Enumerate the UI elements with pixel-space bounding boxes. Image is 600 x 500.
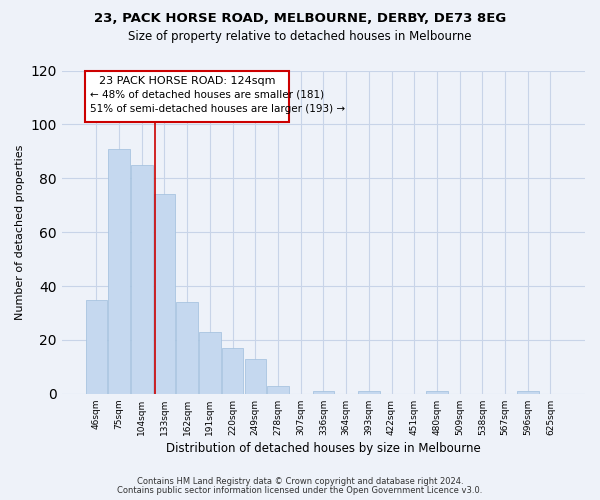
Bar — [176, 302, 198, 394]
X-axis label: Distribution of detached houses by size in Melbourne: Distribution of detached houses by size … — [166, 442, 481, 455]
Bar — [517, 391, 539, 394]
Y-axis label: Number of detached properties: Number of detached properties — [15, 144, 25, 320]
Text: 51% of semi-detached houses are larger (193) →: 51% of semi-detached houses are larger (… — [89, 104, 344, 114]
Bar — [131, 165, 152, 394]
Bar — [154, 194, 175, 394]
Text: Contains HM Land Registry data © Crown copyright and database right 2024.: Contains HM Land Registry data © Crown c… — [137, 477, 463, 486]
Bar — [86, 300, 107, 394]
Bar — [199, 332, 221, 394]
Bar — [108, 148, 130, 394]
Text: ← 48% of detached houses are smaller (181): ← 48% of detached houses are smaller (18… — [89, 90, 323, 100]
Text: Contains public sector information licensed under the Open Government Licence v3: Contains public sector information licen… — [118, 486, 482, 495]
Text: Size of property relative to detached houses in Melbourne: Size of property relative to detached ho… — [128, 30, 472, 43]
Text: 23 PACK HORSE ROAD: 124sqm: 23 PACK HORSE ROAD: 124sqm — [99, 76, 275, 86]
Bar — [313, 391, 334, 394]
Bar — [358, 391, 380, 394]
Text: 23, PACK HORSE ROAD, MELBOURNE, DERBY, DE73 8EG: 23, PACK HORSE ROAD, MELBOURNE, DERBY, D… — [94, 12, 506, 26]
Bar — [426, 391, 448, 394]
Bar — [267, 386, 289, 394]
Bar — [245, 359, 266, 394]
Bar — [222, 348, 244, 394]
FancyBboxPatch shape — [85, 70, 289, 122]
